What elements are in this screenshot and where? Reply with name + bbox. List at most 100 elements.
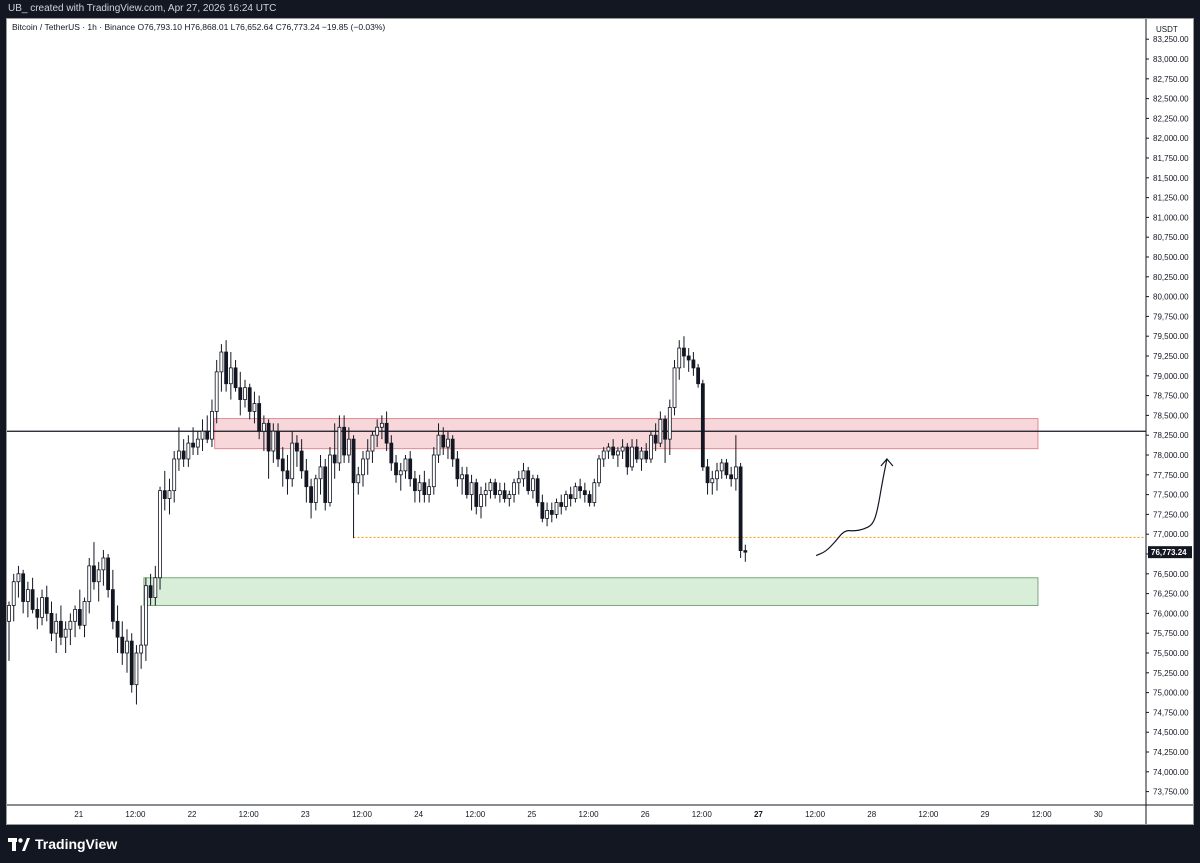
candle: [483, 482, 488, 507]
candle-body-up: [370, 434, 375, 452]
time-tick-label: 12:00: [692, 810, 713, 819]
open-value: O76,793.10: [137, 22, 182, 32]
price-tick-label: 75,000.00: [1153, 689, 1189, 698]
candle: [49, 601, 54, 642]
candle-body-down: [59, 620, 63, 638]
candle-body-down: [705, 466, 710, 484]
candle-body-down: [351, 438, 356, 484]
price-tick-label: 76,500.00: [1153, 570, 1189, 579]
candle: [313, 474, 318, 511]
candle: [516, 470, 521, 495]
candle-body-up: [337, 426, 342, 464]
price-tick-label: 79,000.00: [1153, 372, 1189, 381]
candle: [446, 431, 450, 459]
candle-body-down: [257, 403, 262, 432]
candle-body-up: [96, 569, 101, 583]
candle: [719, 458, 724, 479]
tradingview-brand[interactable]: TradingView: [8, 835, 117, 853]
candle: [705, 458, 710, 495]
candle: [30, 577, 35, 614]
candle-body-up: [677, 347, 682, 369]
time-tick-label: 12:00: [465, 810, 486, 819]
candle: [148, 573, 153, 606]
candle-body-down: [644, 450, 649, 460]
time-tick-label: 25: [527, 810, 536, 819]
candle-body-up: [516, 478, 521, 484]
candle: [535, 474, 540, 507]
candle: [323, 458, 328, 511]
candle-body-up: [125, 640, 129, 654]
candle-body-down: [247, 387, 252, 412]
candle-body-up: [427, 486, 431, 495]
candle-body-down: [77, 609, 82, 626]
candle-body-down: [394, 462, 398, 476]
candle: [328, 447, 332, 507]
candle-body-up: [483, 490, 488, 496]
price-tick-label: 82,750.00: [1153, 75, 1189, 84]
candle-body-up: [564, 494, 568, 507]
candle: [677, 340, 682, 380]
candle-body-up: [398, 470, 403, 476]
candle-body-up: [356, 474, 361, 484]
candle: [587, 490, 592, 507]
price-tick-label: 82,250.00: [1153, 114, 1189, 123]
candle-body-up: [446, 438, 450, 448]
candle-body-up: [615, 450, 620, 456]
candle-body-down: [285, 470, 290, 480]
top-credit-strip: UB_ created with TradingView.com, Apr 27…: [0, 0, 1200, 18]
candle-body-down: [280, 458, 285, 472]
candle-body-up: [313, 478, 318, 503]
candle: [35, 597, 40, 630]
candle: [285, 455, 290, 495]
price-tick-label: 80,750.00: [1153, 233, 1189, 242]
candle-body-up: [488, 482, 493, 492]
price-tick-label: 80,000.00: [1153, 293, 1189, 302]
candle: [186, 435, 191, 467]
candle: [309, 478, 313, 519]
last-price-tag: 76,773.24: [1148, 546, 1192, 559]
price-tick-label: 75,500.00: [1153, 649, 1189, 658]
candle-body-down: [625, 446, 630, 468]
candle-body-up: [139, 644, 144, 654]
candle: [615, 447, 620, 467]
candle-body-up: [16, 573, 21, 583]
candle-body-up: [554, 502, 559, 515]
candle-body-down: [276, 430, 280, 460]
candle: [545, 502, 549, 527]
candle-body-down: [578, 486, 583, 492]
candle: [299, 439, 304, 479]
candle-body-up: [328, 454, 332, 503]
candle-body-down: [611, 446, 616, 456]
candle-body-down: [332, 454, 337, 464]
candle: [592, 478, 597, 507]
candle: [181, 439, 186, 467]
candle-body-up: [497, 490, 502, 496]
candle-body-up: [469, 482, 474, 496]
candle-body-up: [573, 486, 578, 499]
candle: [422, 470, 427, 503]
candle-body-up: [63, 628, 68, 638]
price-tick-label: 81,000.00: [1153, 213, 1189, 222]
price-tick-label: 81,500.00: [1153, 174, 1189, 183]
candle: [408, 451, 413, 487]
price-tick-label: 77,500.00: [1153, 491, 1189, 500]
candle-body-up: [214, 371, 219, 412]
price-tick-label: 74,000.00: [1153, 768, 1189, 777]
candle-body-down: [587, 494, 592, 503]
candle: [597, 455, 601, 487]
candle: [568, 486, 573, 507]
price-tick-label: 80,250.00: [1153, 273, 1189, 282]
candle-body-up: [460, 474, 465, 480]
price-tick-label: 78,500.00: [1153, 411, 1189, 420]
candle: [224, 340, 229, 392]
time-tick-label: 12:00: [579, 810, 600, 819]
candle: [172, 451, 177, 503]
candle-body-down: [129, 640, 134, 686]
candle-body-up: [403, 458, 408, 472]
candle-body-up: [261, 422, 266, 432]
candle-body-up: [134, 652, 139, 686]
candle: [54, 613, 59, 653]
candle: [214, 359, 219, 424]
candle: [700, 379, 705, 471]
